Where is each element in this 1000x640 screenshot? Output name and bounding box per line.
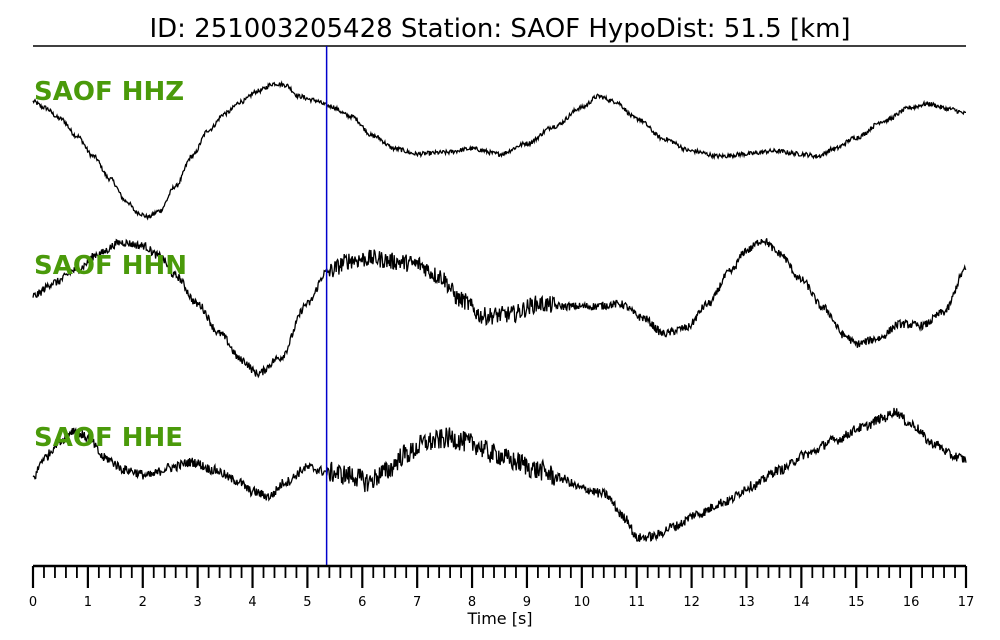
traces-group (32, 80, 967, 542)
x-axis-label: Time [s] (466, 609, 532, 628)
x-tick-label: 1 (84, 595, 92, 610)
x-tick-label: 3 (194, 595, 202, 610)
x-tick-label: 6 (358, 595, 366, 610)
x-tick-label: 7 (413, 595, 421, 610)
x-tick-label: 14 (793, 595, 810, 610)
x-tick-label: 9 (523, 595, 531, 610)
x-tick-label: 12 (683, 595, 700, 610)
trace-label-saof-hhz: SAOF HHZ (34, 77, 184, 107)
chart-title: ID: 251003205428 Station: SAOF HypoDist:… (149, 14, 850, 44)
x-tick-label: 16 (903, 595, 920, 610)
x-tick-label: 2 (139, 595, 147, 610)
trace-saof-hhz (32, 80, 966, 221)
trace-saof-hhe (32, 407, 967, 542)
x-tick-label: 4 (248, 595, 256, 610)
x-tick-label: 13 (738, 595, 755, 610)
x-tick-label: 17 (958, 595, 975, 610)
x-tick-label: 5 (303, 595, 311, 610)
x-tick-label: 15 (848, 595, 865, 610)
x-tick-label: 10 (574, 595, 591, 610)
trace-labels-group: SAOF HHZ SAOF HHN SAOF HHE (34, 77, 187, 453)
x-tick-label: 0 (29, 595, 37, 610)
x-tick-label: 8 (468, 595, 476, 610)
x-tick-label: 11 (628, 595, 645, 610)
trace-label-saof-hhn: SAOF HHN (34, 251, 187, 281)
trace-label-saof-hhe: SAOF HHE (34, 423, 183, 453)
trace-saof-hhn (32, 238, 967, 379)
time-axis: 0 1 2 3 4 5 6 7 8 9 10 11 12 13 14 15 16 17 (29, 564, 975, 610)
